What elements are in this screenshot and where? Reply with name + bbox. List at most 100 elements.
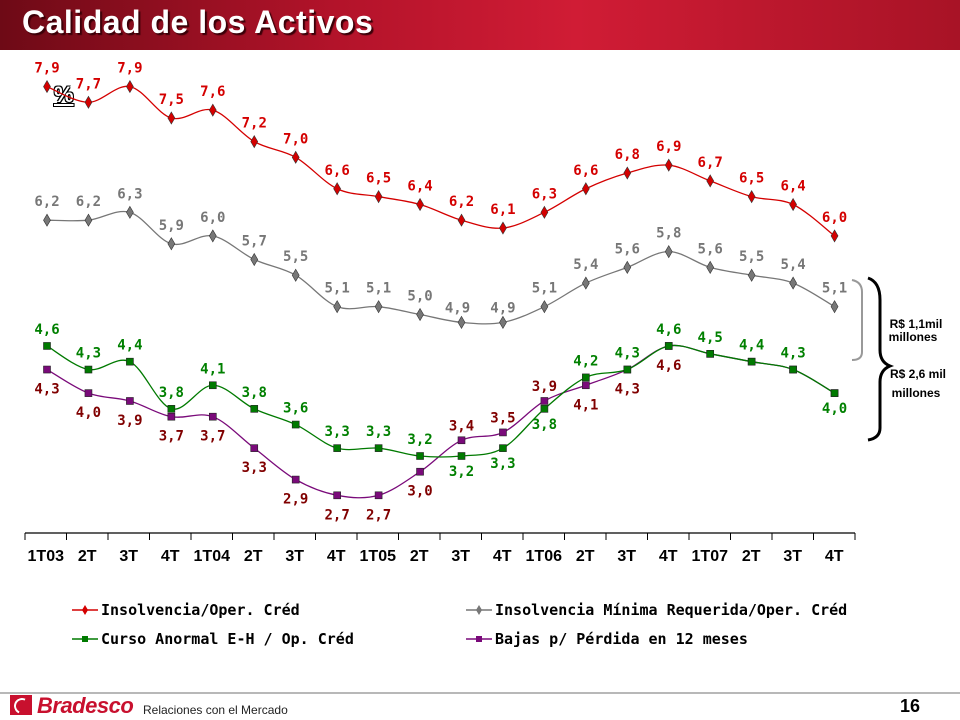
data-label: 3,3 [325,424,350,440]
data-point [499,444,507,452]
data-point [499,428,507,437]
data-label: 4,6 [34,322,59,338]
data-point [416,452,424,460]
data-point [167,405,176,413]
annotation-upper-line2: millones [889,330,938,344]
legend-entry: Insolvencia Mínima Requerida/Oper. Créd [495,601,847,619]
x-tick-label: 1T04 [194,548,231,565]
data-label: 6,5 [366,171,391,187]
data-label: 4,9 [445,300,470,316]
data-label: 4,3 [615,382,640,398]
data-point [499,315,507,329]
x-tick-label: 4T [327,548,346,565]
data-label: 3,3 [242,460,267,476]
data-point [830,300,839,314]
data-label: 5,1 [532,281,557,297]
brace-upper [851,279,863,361]
data-label: 3,4 [449,418,474,434]
data-point [250,405,259,413]
x-tick-label: 1T05 [360,548,397,565]
data-label: 6,6 [573,163,598,179]
data-label: 3,7 [200,429,225,445]
data-point [84,95,93,109]
x-tick-label: 3T [617,548,636,565]
data-label: 6,4 [407,178,432,194]
data-point [499,221,507,235]
legend-marker [82,605,88,615]
data-point [333,182,341,196]
data-point [457,436,466,445]
data-point [830,229,839,243]
data-point [582,373,590,382]
data-label: 5,8 [656,226,681,242]
data-point [209,412,217,421]
legend-entry: Bajas p/ Pérdida en 12 meses [495,630,748,648]
data-point [126,357,134,366]
data-point [540,397,549,405]
data-label: 5,6 [615,241,640,257]
x-tick-label: 3T [783,548,802,565]
data-label: 2,7 [325,507,350,523]
data-label: 7,9 [117,61,142,77]
footer-text: Relaciones con el Mercado [143,703,288,717]
page-number: 16 [900,696,921,716]
data-label: 5,5 [739,249,764,265]
data-point [830,389,839,397]
data-point [291,150,300,164]
data-label: 4,5 [698,330,723,346]
data-label: 3,2 [449,464,474,480]
data-point [416,307,424,322]
data-label: 5,0 [407,289,432,305]
data-label: 7,5 [159,92,184,108]
data-label: 4,0 [822,401,847,417]
data-label: 6,0 [822,210,847,226]
data-point [208,103,217,117]
data-point [126,397,134,405]
data-label: 6,2 [34,194,59,210]
x-tick-label: 2T [742,548,761,565]
data-label: 4,4 [739,338,764,354]
data-point [623,260,632,274]
data-point [43,342,51,350]
data-point [582,381,590,390]
x-tick-label: 4T [825,548,844,565]
data-label: 4,4 [117,338,142,354]
brace-lower [867,276,895,442]
data-label: 7,0 [283,131,308,147]
data-point [333,300,341,314]
data-label: 6,3 [117,186,142,202]
data-point [623,166,632,180]
line-chart: 1T03 2T 3T 4T 1T04 2T 3T 4T 1T05 2T 3T 4T 1T06 2T 3T 4T… [24,61,946,648]
x-tick-label: 3T [451,548,470,565]
legend-marker [476,636,482,642]
data-label: 4,1 [573,397,598,413]
data-point [167,237,176,251]
data-point [208,229,217,243]
data-label: 7,6 [200,84,225,100]
page-title: Calidad de los Activos [22,4,374,40]
data-label: 3,3 [366,424,391,440]
data-label: 3,0 [407,484,432,500]
x-tick-label: 3T [119,548,138,565]
data-label: 4,6 [656,358,681,374]
data-label: 6,1 [490,202,515,218]
data-label: 3,8 [159,385,184,401]
data-label: 6,0 [200,210,225,226]
data-point [664,158,673,172]
x-tick-label: 3T [285,548,304,565]
data-label: 6,6 [325,163,350,179]
data-label: 7,2 [242,116,267,132]
data-label: 3,8 [532,417,557,433]
data-point [126,205,134,219]
data-point [747,268,756,282]
data-label: 7,9 [34,61,59,77]
x-tick-label: 2T [576,548,595,565]
data-label: 5,9 [159,218,184,234]
data-point [706,260,715,274]
x-tick-label: 2T [410,548,429,565]
data-label: 2,7 [366,507,391,523]
x-tick-label: 2T [244,548,263,565]
data-point [291,268,300,282]
data-point [540,205,549,219]
title-bar [0,0,960,50]
